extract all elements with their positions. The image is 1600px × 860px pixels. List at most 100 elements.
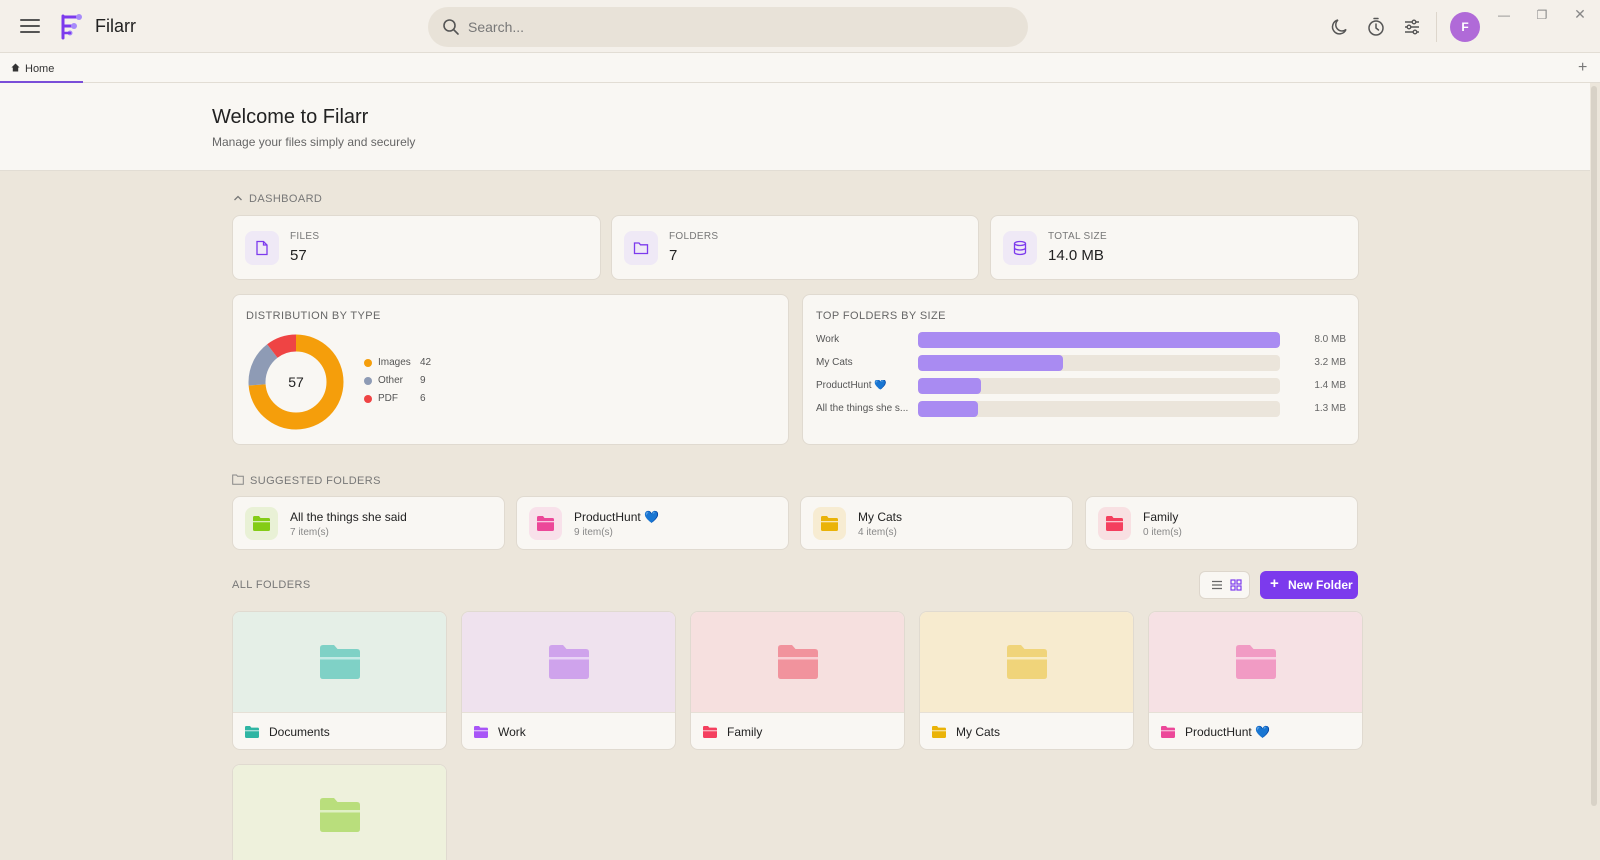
folder-large-icon	[320, 645, 360, 679]
folder-card[interactable]: Documents	[232, 611, 447, 750]
filarr-logo-icon	[58, 13, 84, 41]
top-folders-title: TOP FOLDERS BY SIZE	[816, 310, 946, 322]
page-title: Welcome to Filarr	[212, 106, 369, 128]
stat-card-folders: FOLDERS 7	[611, 215, 979, 280]
folder-icon	[813, 507, 846, 540]
folder-card[interactable]: ProductHunt 💙	[1148, 611, 1363, 750]
close-window-icon[interactable]: ✕	[1574, 6, 1586, 22]
search-input[interactable]	[468, 7, 1008, 47]
tab-bar: Home +	[0, 53, 1600, 83]
stat-value: 7	[669, 247, 678, 264]
size-bar-fill	[918, 378, 982, 394]
folder-outline-icon	[232, 474, 244, 485]
folder-preview	[233, 612, 446, 712]
top-bar: Filarr F — ❐ ✕	[0, 0, 1600, 53]
suggested-folder-card[interactable]: Family 0 item(s)	[1085, 496, 1358, 550]
folder-large-icon	[320, 798, 360, 832]
folder-preview	[233, 765, 446, 860]
folder-name: Documents	[269, 725, 330, 739]
legend-name: PDF	[378, 393, 398, 404]
suggested-folder-card[interactable]: All the things she said 7 item(s)	[232, 496, 505, 550]
suggested-folder-name: Family	[1143, 510, 1179, 524]
folder-large-icon	[549, 645, 589, 679]
suggested-folder-card[interactable]: ProductHunt 💙 9 item(s)	[516, 496, 789, 550]
grid-view-icon[interactable]	[1229, 578, 1243, 592]
suggested-folder-name: ProductHunt 💙	[574, 510, 659, 524]
size-bar-fill	[918, 355, 1063, 371]
folder-footer: Documents	[233, 712, 446, 749]
donut-segment-pdf	[248, 334, 344, 430]
dark-mode-moon-icon[interactable]	[1328, 15, 1352, 39]
folder-name: Work	[498, 725, 526, 739]
size-bar-track	[918, 401, 1280, 417]
top-folder-size: 8.0 MB	[1314, 334, 1346, 345]
stat-card-total-size: TOTAL SIZE 14.0 MB	[990, 215, 1359, 280]
page-subtitle: Manage your files simply and securely	[212, 135, 416, 149]
distribution-card: DISTRIBUTION BY TYPE 57 Images 42 Other …	[232, 294, 789, 445]
folder-card[interactable]: Work	[461, 611, 676, 750]
settings-sliders-icon[interactable]	[1400, 15, 1424, 39]
stat-label: FOLDERS	[669, 231, 719, 242]
file-icon	[245, 231, 279, 265]
tab-home[interactable]: Home	[0, 53, 83, 83]
suggested-folders-heading: SUGGESTED FOLDERS	[232, 474, 381, 487]
top-folder-name: ProductHunt 💙	[816, 380, 887, 391]
scrollbar[interactable]	[1591, 86, 1597, 806]
minimize-window-icon[interactable]: —	[1498, 8, 1510, 22]
suggested-folder-card[interactable]: My Cats 4 item(s)	[800, 496, 1073, 550]
stat-card-files: FILES 57	[232, 215, 601, 280]
stat-value: 57	[290, 247, 307, 264]
tab-home-label: Home	[25, 63, 55, 75]
folder-card[interactable]	[232, 764, 447, 860]
folder-footer: My Cats	[920, 712, 1133, 749]
new-folder-label: New Folder	[1288, 578, 1353, 592]
donut-segment-other	[248, 334, 344, 430]
folder-card[interactable]: Family	[690, 611, 905, 750]
legend-count: 6	[420, 393, 426, 404]
legend-name: Other	[378, 375, 404, 386]
top-folder-name: Work	[816, 334, 840, 345]
folder-footer: Family	[691, 712, 904, 749]
folder-small-icon	[474, 726, 488, 738]
suggested-folder-count: 9 item(s)	[574, 527, 613, 538]
restore-window-icon[interactable]: ❐	[1536, 8, 1548, 22]
dashboard-label: DASHBOARD	[249, 193, 323, 205]
legend-dot	[364, 359, 372, 367]
suggested-folders-label: SUGGESTED FOLDERS	[250, 475, 381, 487]
folder-icon	[624, 231, 658, 265]
folder-small-icon	[1161, 726, 1175, 738]
donut-total: 57	[288, 374, 304, 390]
suggested-folder-name: All the things she said	[290, 510, 407, 524]
list-view-icon[interactable]	[1210, 578, 1224, 592]
toolbar-divider	[1436, 12, 1437, 42]
stat-label: FILES	[290, 231, 320, 242]
top-folder-name: All the things she s...	[816, 403, 909, 414]
top-folder-name: My Cats	[816, 357, 853, 368]
folder-large-icon	[1007, 645, 1047, 679]
add-tab-icon[interactable]: +	[1578, 59, 1588, 76]
stat-value: 14.0 MB	[1048, 247, 1104, 264]
page-header: Welcome to Filarr Manage your files simp…	[0, 83, 1590, 171]
size-bar-track	[918, 355, 1280, 371]
folder-small-icon	[245, 726, 259, 738]
new-folder-button[interactable]: + New Folder	[1260, 571, 1358, 599]
dashboard-section-toggle[interactable]: DASHBOARD	[233, 193, 322, 205]
legend-name: Images	[378, 357, 411, 368]
top-folder-row[interactable]: Work 8.0 MB	[816, 332, 1346, 348]
top-folder-row[interactable]: ProductHunt 💙 1.4 MB	[816, 378, 1346, 394]
timer-icon[interactable]	[1364, 15, 1388, 39]
suggested-folder-count: 0 item(s)	[1143, 527, 1182, 538]
user-avatar[interactable]: F	[1450, 12, 1480, 42]
folder-icon	[1098, 507, 1131, 540]
folder-name: ProductHunt 💙	[1185, 725, 1270, 739]
size-bar-track	[918, 378, 1280, 394]
legend-dot	[364, 377, 372, 385]
hamburger-menu-icon[interactable]	[18, 15, 42, 39]
top-folder-row[interactable]: All the things she s... 1.3 MB	[816, 401, 1346, 417]
search-bar[interactable]	[428, 7, 1028, 47]
folder-card[interactable]: My Cats	[919, 611, 1134, 750]
legend-dot	[364, 395, 372, 403]
distribution-donut-chart: 57	[248, 334, 344, 430]
folder-footer: ProductHunt 💙	[1149, 712, 1362, 749]
top-folder-row[interactable]: My Cats 3.2 MB	[816, 355, 1346, 371]
